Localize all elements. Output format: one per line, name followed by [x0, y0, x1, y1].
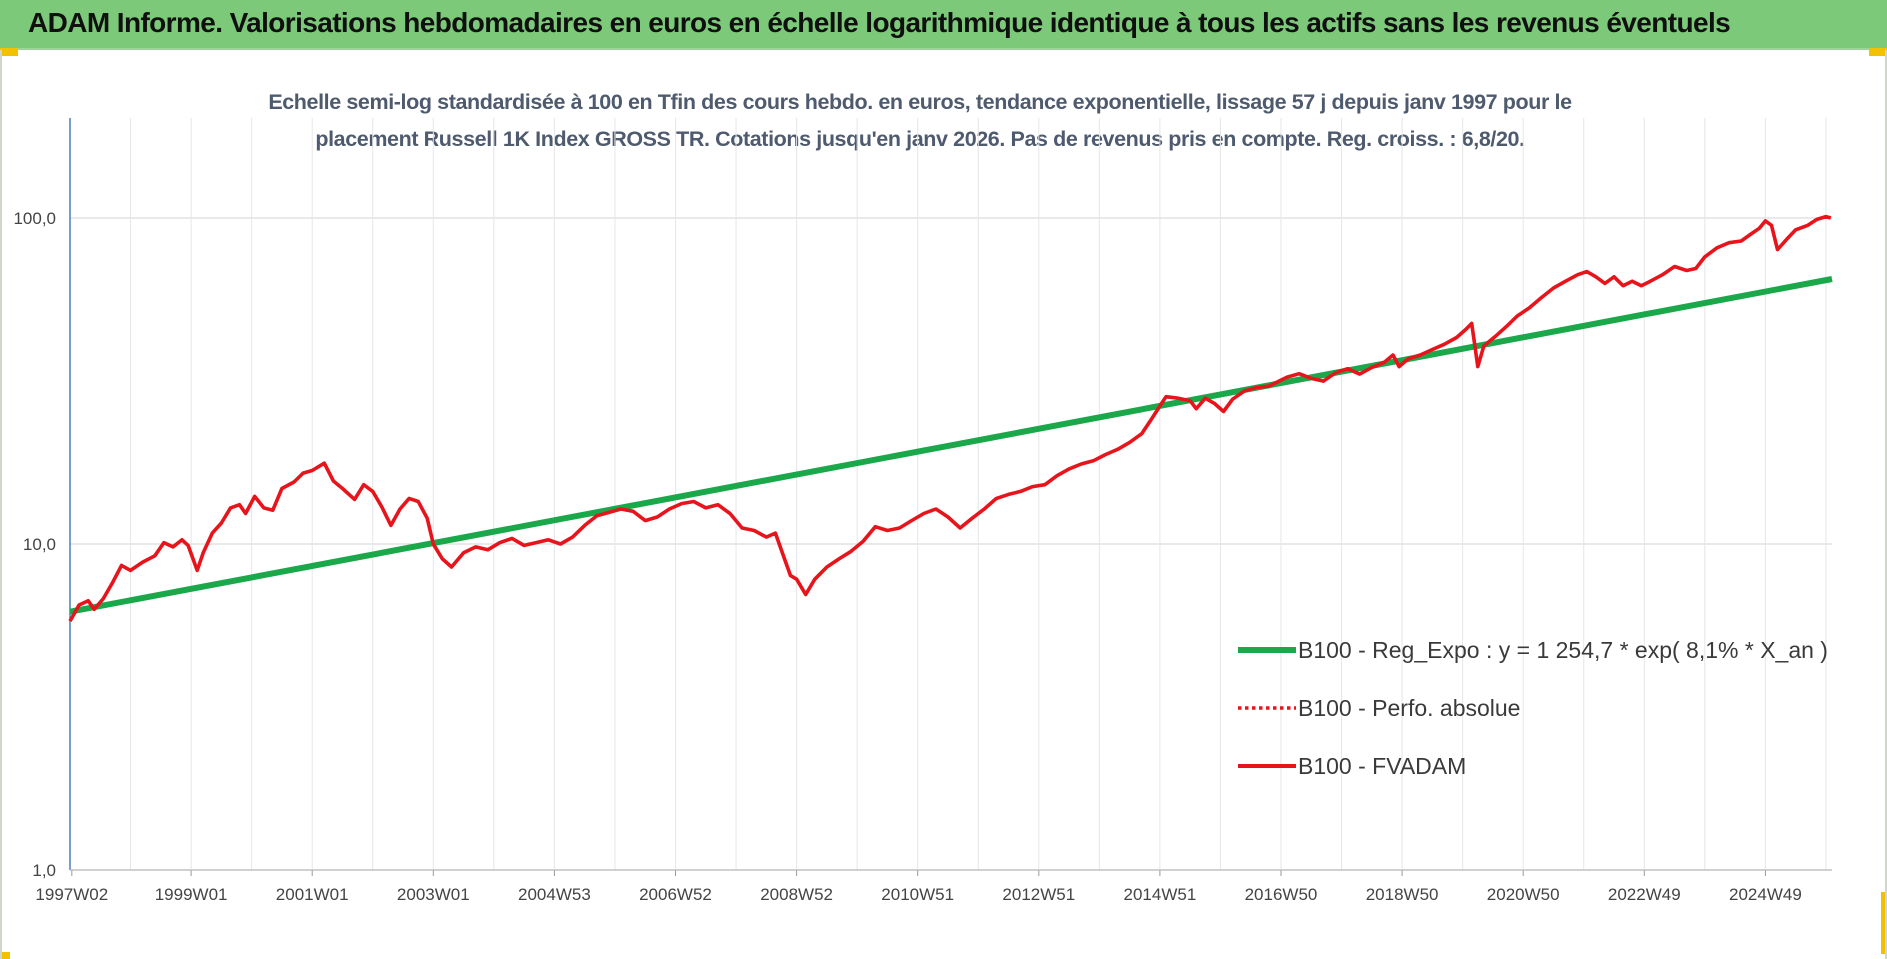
chart-subtitle: Echelle semi-log standardisée à 100 en T… — [150, 84, 1690, 158]
x-tick-label: 2016W50 — [1245, 885, 1318, 904]
series-line-fvadam — [68, 214, 1832, 622]
x-tick-label: 2010W51 — [881, 885, 954, 904]
series-layer — [68, 214, 1833, 622]
legend: B100 - Reg_Expo : y = 1 254,7 * exp( 8,1… — [1238, 637, 1828, 779]
x-tick-label: 2014W51 — [1124, 885, 1197, 904]
x-tick-label: 1997W02 — [35, 885, 108, 904]
grid — [70, 118, 1832, 871]
chart-subtitle-line-2: placement Russell 1K Index GROSS TR. Cot… — [315, 127, 1525, 151]
x-tick-label: 2022W49 — [1608, 885, 1681, 904]
y-tick-label: 100,0 — [13, 209, 56, 228]
corner-mark-top-left — [0, 48, 18, 56]
legend-entry-label: B100 - Reg_Expo : y = 1 254,7 * exp( 8,1… — [1298, 637, 1828, 663]
x-tick-label: 2006W52 — [639, 885, 712, 904]
legend-entry-label: B100 - FVADAM — [1298, 753, 1466, 779]
x-axis: 1997W02 1999W01 2001W01 2003W01 2004W53 2006W… — [35, 869, 1832, 904]
banner-title: ADAM Informe. Valorisations hebdomadaire… — [28, 7, 1731, 38]
x-tick-label: 2008W52 — [760, 885, 833, 904]
y-axis: 1,0 10,0 100,0 — [13, 118, 71, 880]
x-tick-label: 1999W01 — [155, 885, 228, 904]
x-tick-label: 2024W49 — [1729, 885, 1802, 904]
x-tick-label: 2003W01 — [397, 885, 470, 904]
x-tick-label: 2018W50 — [1366, 885, 1439, 904]
legend-entry-label: B100 - Perfo. absolue — [1298, 695, 1520, 721]
x-tick-label: 2012W51 — [1002, 885, 1075, 904]
series-line-reg-expo — [69, 276, 1833, 615]
x-tick-label: 2020W50 — [1487, 885, 1560, 904]
y-tick-label: 1,0 — [32, 861, 56, 880]
y-tick-label: 10,0 — [23, 535, 56, 554]
chart-frame — [0, 50, 1887, 959]
x-tick-label: 2001W01 — [276, 885, 349, 904]
banner: ADAM Informe. Valorisations hebdomadaire… — [0, 0, 1887, 50]
chart-subtitle-line-1: Echelle semi-log standardisée à 100 en T… — [268, 90, 1572, 114]
corner-mark-bottom-right — [1881, 892, 1887, 954]
corner-mark-top-right — [1869, 48, 1887, 56]
corner-mark-bottom-left — [0, 952, 10, 959]
x-tick-label: 2004W53 — [518, 885, 591, 904]
